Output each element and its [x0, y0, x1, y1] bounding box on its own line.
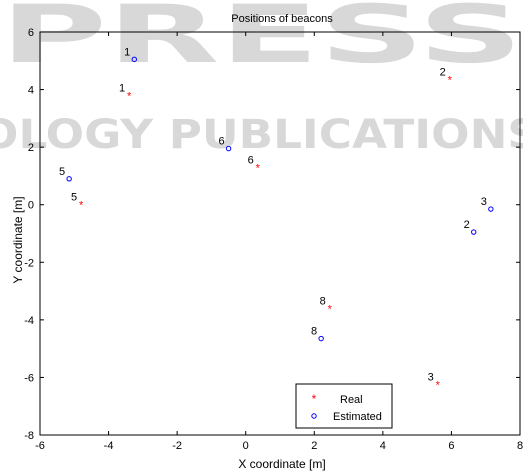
y-tick-label: -6: [24, 372, 34, 384]
real-point-label-5: 5: [71, 192, 77, 204]
x-tick-label: 0: [243, 440, 249, 452]
estimated-point-2: [471, 229, 477, 235]
legend-marker-real: *: [312, 392, 317, 406]
estimated-point-label-1: 1: [124, 46, 130, 58]
legend: * Real Estimated: [295, 383, 393, 429]
estimated-point-label-2: 2: [464, 219, 470, 231]
x-tick-label: -6: [35, 440, 45, 452]
real-point-label-8: 8: [320, 295, 326, 307]
estimated-point-5: [66, 176, 72, 182]
real-point-5: *: [79, 200, 84, 212]
real-point-label-6: 6: [248, 154, 254, 166]
x-tick-label: 2: [311, 440, 317, 452]
estimated-point-label-3: 3: [481, 196, 487, 208]
y-tick-label: 6: [28, 27, 34, 39]
y-tick-label: 2: [28, 142, 34, 154]
y-tick-label: 4: [28, 85, 34, 97]
chart-title: Positions of beacons: [231, 13, 333, 25]
estimated-point-8: [318, 335, 324, 342]
x-axis-label: X coordinate [m]: [238, 457, 325, 471]
y-tick-label: 0: [28, 200, 34, 212]
legend-label-estimated: Estimated: [333, 411, 382, 423]
x-tick-label: 6: [448, 440, 454, 452]
legend-box: [295, 383, 393, 429]
real-point-label-2: 2: [440, 66, 446, 78]
real-point-1: *: [127, 90, 132, 102]
legend-marker-estimated: [311, 413, 317, 419]
estimated-point-label-8: 8: [311, 326, 317, 338]
estimated-point-6: [225, 145, 232, 152]
estimated-point-label-5: 5: [59, 166, 65, 178]
watermark-top: PRESS: [0, 0, 523, 81]
real-point-3: *: [436, 380, 441, 392]
real-point-label-1: 1: [119, 82, 125, 94]
real-point-6: *: [256, 162, 261, 174]
y-tick-label: -8: [24, 430, 34, 442]
watermark-middle: OLOGY PUBLICATIONS: [0, 112, 523, 158]
plot-frame: [39, 31, 521, 436]
estimated-point-1: [131, 56, 137, 63]
x-tick-label: 4: [380, 440, 386, 452]
estimated-point-3: [488, 206, 494, 212]
x-tick-label: -2: [172, 440, 182, 452]
x-tick-label: -4: [104, 440, 114, 452]
real-point-2: *: [448, 74, 453, 86]
y-tick-label: -2: [24, 257, 34, 269]
estimated-point-label-6: 6: [218, 136, 224, 148]
y-tick-label: -4: [24, 315, 34, 327]
x-tick-label: 8: [517, 440, 523, 452]
real-point-label-3: 3: [428, 372, 434, 384]
y-axis-label: Y coordinate [m]: [11, 196, 25, 283]
real-point-8: *: [328, 303, 333, 315]
legend-label-real: Real: [340, 394, 363, 406]
